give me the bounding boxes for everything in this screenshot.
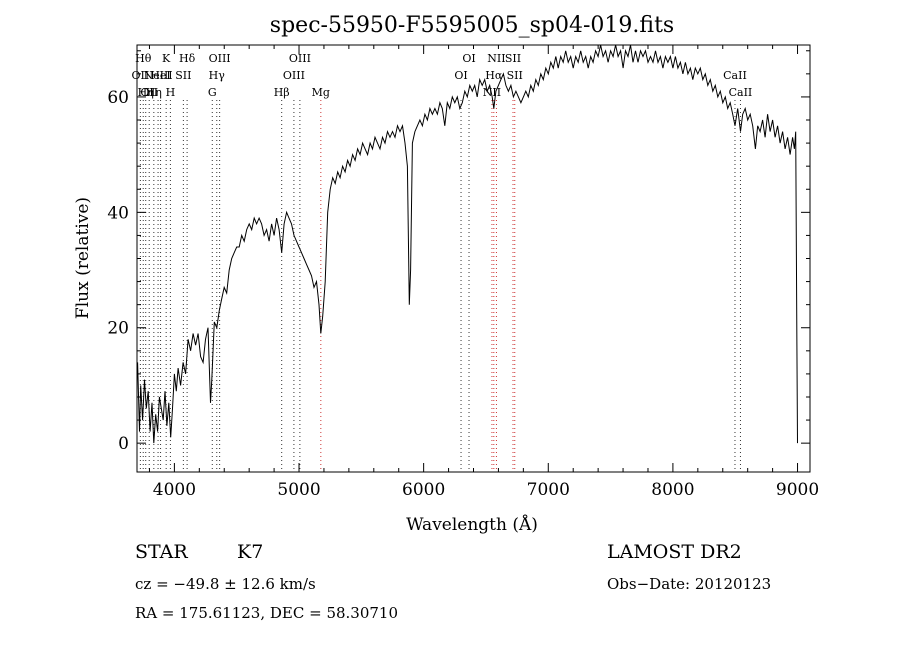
y-tick-label: 60 — [107, 88, 129, 108]
y-tick-label: 20 — [107, 319, 129, 339]
spectrum-series-line — [137, 44, 798, 444]
chart-title: spec-55950-F5595005_sp04-019.fits — [270, 13, 674, 38]
line-marker-label: OIII — [209, 52, 231, 65]
observation-date: Obs−Date: 20120123 — [607, 575, 772, 593]
line-marker-label: Hα — [485, 69, 503, 82]
line-marker-label: HeI — [150, 69, 170, 82]
x-tick-label: 7000 — [527, 480, 570, 500]
line-marker-label: NII — [487, 52, 505, 65]
line-marker-label: CaII — [729, 86, 753, 99]
line-marker-label: Mg — [312, 86, 330, 99]
redshift-velocity: cz = −49.8 ± 12.6 km/s — [135, 575, 316, 593]
y-tick-label: 0 — [118, 434, 129, 454]
line-marker-label: OI — [462, 52, 475, 65]
line-markers: OIIHθHηOIIHηNeIIIHeIKHSIIHδGHγOIIIHβOIII… — [132, 52, 753, 472]
line-marker-label: Hβ — [274, 86, 290, 99]
plot-frame — [136, 44, 811, 473]
x-tick-label: 4000 — [153, 480, 196, 500]
object-subclass: K7 — [237, 541, 264, 563]
x-axis-label: Wavelength (Å) — [406, 514, 538, 535]
line-marker-label: OII — [140, 86, 158, 99]
x-tick-label: 9000 — [776, 480, 819, 500]
line-marker-label: SII — [175, 69, 191, 82]
line-marker-label: G — [208, 86, 217, 99]
line-marker-label: Hδ — [179, 52, 196, 65]
x-tick-label: 8000 — [651, 480, 694, 500]
line-marker-label: Hγ — [209, 69, 226, 82]
y-tick-label: 40 — [107, 203, 129, 223]
line-marker-label: CaII — [723, 69, 747, 82]
line-marker-label: SII — [505, 52, 521, 65]
line-marker-label: SII — [507, 69, 523, 82]
line-marker-label: Hη — [146, 86, 162, 99]
line-marker-label: OII — [132, 69, 150, 82]
line-marker-label: K — [162, 52, 171, 65]
axis-ticks: 4000 5000 6000 7000 8000 9000 0 20 40 60 — [107, 45, 819, 500]
line-marker-label: OI — [454, 69, 467, 82]
line-marker-label: OIII — [289, 52, 311, 65]
line-marker-label: H — [166, 86, 176, 99]
survey-name: LAMOST DR2 — [607, 541, 742, 563]
x-tick-label: 6000 — [402, 480, 445, 500]
object-class: STAR — [135, 541, 188, 563]
x-tick-label: 5000 — [277, 480, 320, 500]
y-axis-label: Flux (relative) — [73, 197, 93, 319]
line-marker-label: NeIII — [143, 69, 172, 82]
line-marker-label: Hη — [138, 86, 154, 99]
ra-dec-coordinates: RA = 175.61123, DEC = 58.30710 — [135, 604, 399, 622]
line-marker-label: OIII — [283, 69, 305, 82]
line-marker-label: Hθ — [135, 52, 152, 65]
